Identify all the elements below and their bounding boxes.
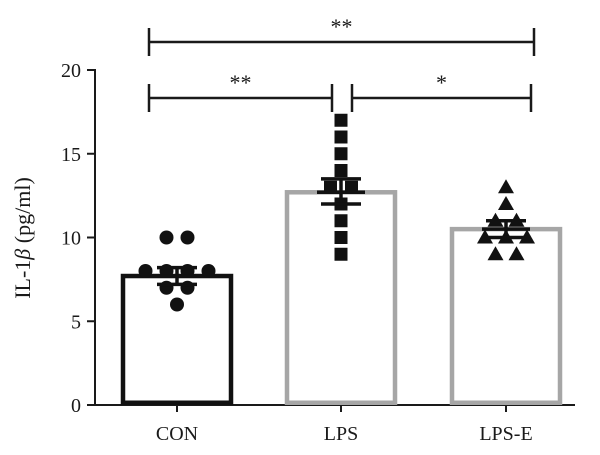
- significance-label: *: [436, 70, 447, 95]
- data-point-lps: [345, 180, 358, 194]
- data-point-lps: [334, 231, 348, 244]
- data-point-lps: [334, 247, 348, 261]
- bar-con: [120, 273, 234, 405]
- error-bars: [153, 177, 530, 287]
- data-point-lps-e: [477, 229, 493, 244]
- y-tick-label: 15: [61, 144, 81, 166]
- data-point-lps-e: [519, 229, 535, 244]
- significance-label: **: [331, 14, 353, 39]
- data-point-lps: [334, 130, 348, 144]
- data-point-lps-e: [498, 196, 514, 210]
- data-point-lps-e: [498, 179, 514, 194]
- significance-brackets: **** *: [147, 14, 536, 112]
- y-axis-title-prefix: IL-1: [10, 260, 35, 299]
- bar-lps-e: [449, 226, 563, 405]
- data-point-lps-e: [487, 246, 504, 261]
- data-point-lps-e: [508, 246, 525, 261]
- y-tick-label: 20: [61, 60, 81, 82]
- y-tick-label: 5: [71, 311, 81, 333]
- data-point-lps: [334, 147, 348, 161]
- x-tick-label: LPS: [324, 423, 358, 445]
- data-point-lps: [334, 113, 348, 127]
- y-tick-label: 10: [61, 228, 81, 250]
- x-tick-label: LPS-E: [479, 423, 532, 445]
- data-point-lps: [324, 180, 337, 194]
- data-point-con: [201, 264, 216, 278]
- data-point-con: [138, 264, 153, 278]
- data-point-lps: [334, 214, 348, 228]
- significance-label: **: [230, 70, 252, 95]
- y-axis-title-suffix: (pg/ml): [10, 177, 35, 249]
- data-point-lps: [334, 164, 348, 177]
- data-point-con: [180, 230, 195, 245]
- y-tick-label: 0: [71, 395, 81, 417]
- data-point-con: [170, 297, 184, 312]
- y-axis-title: IL-1β (pg/ml): [10, 177, 35, 299]
- y-axis-title-greek: β: [10, 249, 35, 261]
- x-tick-label: CON: [156, 423, 198, 445]
- axes: 0 5 10 15 20 CON LPS LPS-E: [61, 60, 575, 445]
- data-point-con: [159, 230, 174, 245]
